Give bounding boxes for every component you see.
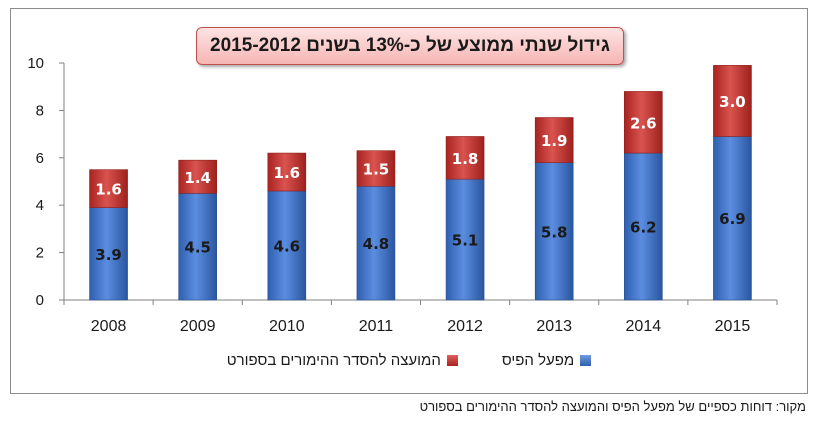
- bar-series1: [267, 190, 307, 301]
- data-label-series2: 1.4: [184, 169, 211, 187]
- data-label-series2: 1.5: [363, 160, 390, 178]
- bar-series2: [624, 91, 663, 154]
- data-label-series2: 3.0: [719, 93, 746, 111]
- bars: [89, 65, 752, 301]
- data-label-series2: 1.9: [541, 132, 568, 150]
- data-label-series1: 4.5: [184, 239, 211, 257]
- data-label-series2: 1.8: [452, 150, 479, 168]
- x-tick-label: 2009: [180, 318, 216, 335]
- data-label-series1: 4.8: [363, 235, 390, 253]
- legend-item-series2: המועצה להסדר ההימורים בספורט: [227, 352, 458, 369]
- legend-swatch-series2: [446, 355, 458, 366]
- y-tick-label: 0: [36, 292, 44, 309]
- data-label-series1: 4.6: [274, 237, 301, 255]
- bar-series2: [445, 136, 485, 180]
- bar-series1: [534, 162, 574, 301]
- y-tick-label: 10: [27, 55, 44, 72]
- x-tick-label: 2014: [626, 318, 662, 335]
- data-label-series1: 5.8: [541, 223, 568, 241]
- bar-series1: [445, 178, 485, 301]
- y-tick-label: 6: [36, 150, 44, 167]
- source-note: מקור: דוחות כספיים של מפעל הפיס והמועצה …: [419, 399, 806, 414]
- x-tick-label: 2012: [447, 318, 483, 335]
- legend: מפעל הפיס המועצה להסדר ההימורים בספורט: [0, 352, 818, 369]
- chart-frame: [10, 8, 808, 394]
- x-tick-label: 2015: [715, 318, 751, 335]
- bar-series2: [178, 159, 217, 194]
- data-label-series2: 1.6: [95, 181, 122, 199]
- bar-series2: [713, 65, 752, 137]
- legend-label-series2: המועצה להסדר ההימורים בספורט: [226, 352, 441, 369]
- x-tick-label: 2013: [536, 318, 572, 335]
- bar-series2: [534, 117, 574, 163]
- axes: 0 2 4 6 8 10 2008 2009 2010 2011 2012 2013 2014 2015: [27, 55, 778, 335]
- labels: 3.9 1.6 4.5 1.4 4.6 1.6 4.8 1.5 5.1 1.8 5.8 1.9 6.2 2…: [95, 93, 746, 264]
- data-label-series2: 1.6: [274, 164, 301, 182]
- legend-swatch-series1: [580, 355, 592, 366]
- data-label-series1: 6.9: [719, 210, 746, 228]
- chart-title: גידול שנתי ממוצע של כ-13% בשנים 2015-201…: [210, 35, 610, 56]
- legend-label-series1: מפעל הפיס: [501, 352, 575, 369]
- bar-series1: [356, 185, 396, 301]
- x-tick-label: 2010: [269, 318, 305, 335]
- data-label-series1: 5.1: [452, 232, 479, 250]
- chart-title-box: גידול שנתי ממוצע של כ-13% בשנים 2015-201…: [196, 27, 624, 65]
- x-tick-label: 2011: [359, 318, 394, 335]
- bar-series1: [624, 152, 663, 301]
- y-tick-label: 8: [36, 102, 44, 119]
- y-tick-label: 2: [36, 245, 44, 262]
- data-label-series1: 3.9: [95, 246, 122, 264]
- data-label-series1: 6.2: [630, 219, 657, 237]
- legend-item-series1: מפעל הפיס: [501, 352, 592, 369]
- bar-series1: [713, 136, 752, 301]
- bar-series2: [267, 152, 307, 192]
- bar-series1: [89, 207, 128, 301]
- bar-series2: [89, 169, 128, 208]
- bar-series2: [356, 150, 396, 187]
- data-label-series2: 2.6: [630, 114, 657, 132]
- y-tick-label: 4: [36, 197, 44, 214]
- x-tick-label: 2008: [91, 318, 127, 335]
